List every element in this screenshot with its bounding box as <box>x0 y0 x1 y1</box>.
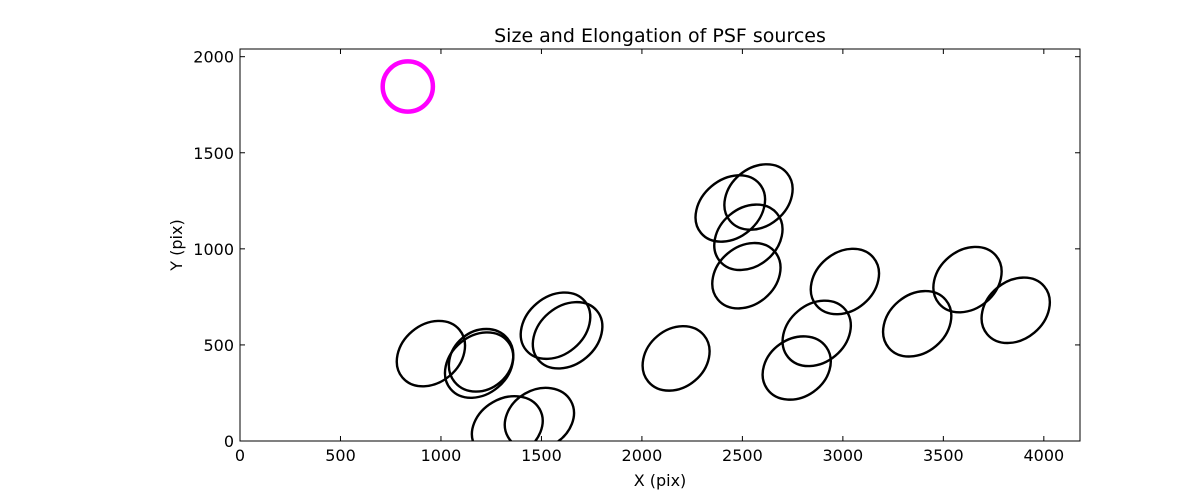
psf-source-ellipse <box>809 247 881 316</box>
chart-title: Size and Elongation of PSF sources <box>494 25 826 47</box>
y-axis: 0 500 1000 1500 2000 <box>193 48 1080 451</box>
psf-source-ellipse <box>694 174 767 243</box>
psf-source-ellipse <box>881 289 953 358</box>
psf-source-ellipse <box>503 386 576 441</box>
psf-source-ellipse <box>641 324 711 392</box>
chart-marks <box>380 59 1051 441</box>
psf-source-ellipse <box>761 335 832 401</box>
y-axis-label: Y (pix) <box>167 219 186 271</box>
y-tick-label: 500 <box>203 336 234 355</box>
psf-source-ellipse <box>519 291 592 361</box>
psf-source-ellipse <box>980 276 1051 345</box>
x-tick-label: 500 <box>325 446 356 465</box>
y-tick-label: 0 <box>224 432 234 451</box>
x-tick-label: 3000 <box>823 446 864 465</box>
x-tick-label: 4000 <box>1023 446 1064 465</box>
psf-source-ellipse <box>932 245 1003 314</box>
y-tick-label: 1000 <box>193 240 234 259</box>
psf-source-ellipse <box>447 327 515 393</box>
x-axis: 0 500 1000 1500 2000 2500 3000 3500 4000 <box>235 49 1064 465</box>
psf-source-ellipse <box>443 331 515 399</box>
x-tick-label: 2500 <box>722 446 763 465</box>
psf-source-ellipse <box>395 319 467 388</box>
x-tick-label: 1000 <box>421 446 462 465</box>
y-tick-label: 1500 <box>193 144 234 163</box>
psf-source-ellipse <box>711 241 782 310</box>
psf-source-ellipse <box>781 299 852 368</box>
psf-source-ellipse <box>470 394 544 441</box>
x-tick-label: 1500 <box>521 446 562 465</box>
x-tick-label: 3500 <box>923 446 964 465</box>
plot-frame <box>239 48 1081 442</box>
x-axis-label: X (pix) <box>634 471 687 490</box>
reference-circle <box>380 59 436 114</box>
x-tick-label: 2000 <box>622 446 663 465</box>
y-tick-label: 2000 <box>193 48 234 67</box>
psf-source-ellipse <box>531 300 604 370</box>
x-tick-label: 0 <box>235 446 245 465</box>
psf-source-ellipse <box>723 163 794 231</box>
